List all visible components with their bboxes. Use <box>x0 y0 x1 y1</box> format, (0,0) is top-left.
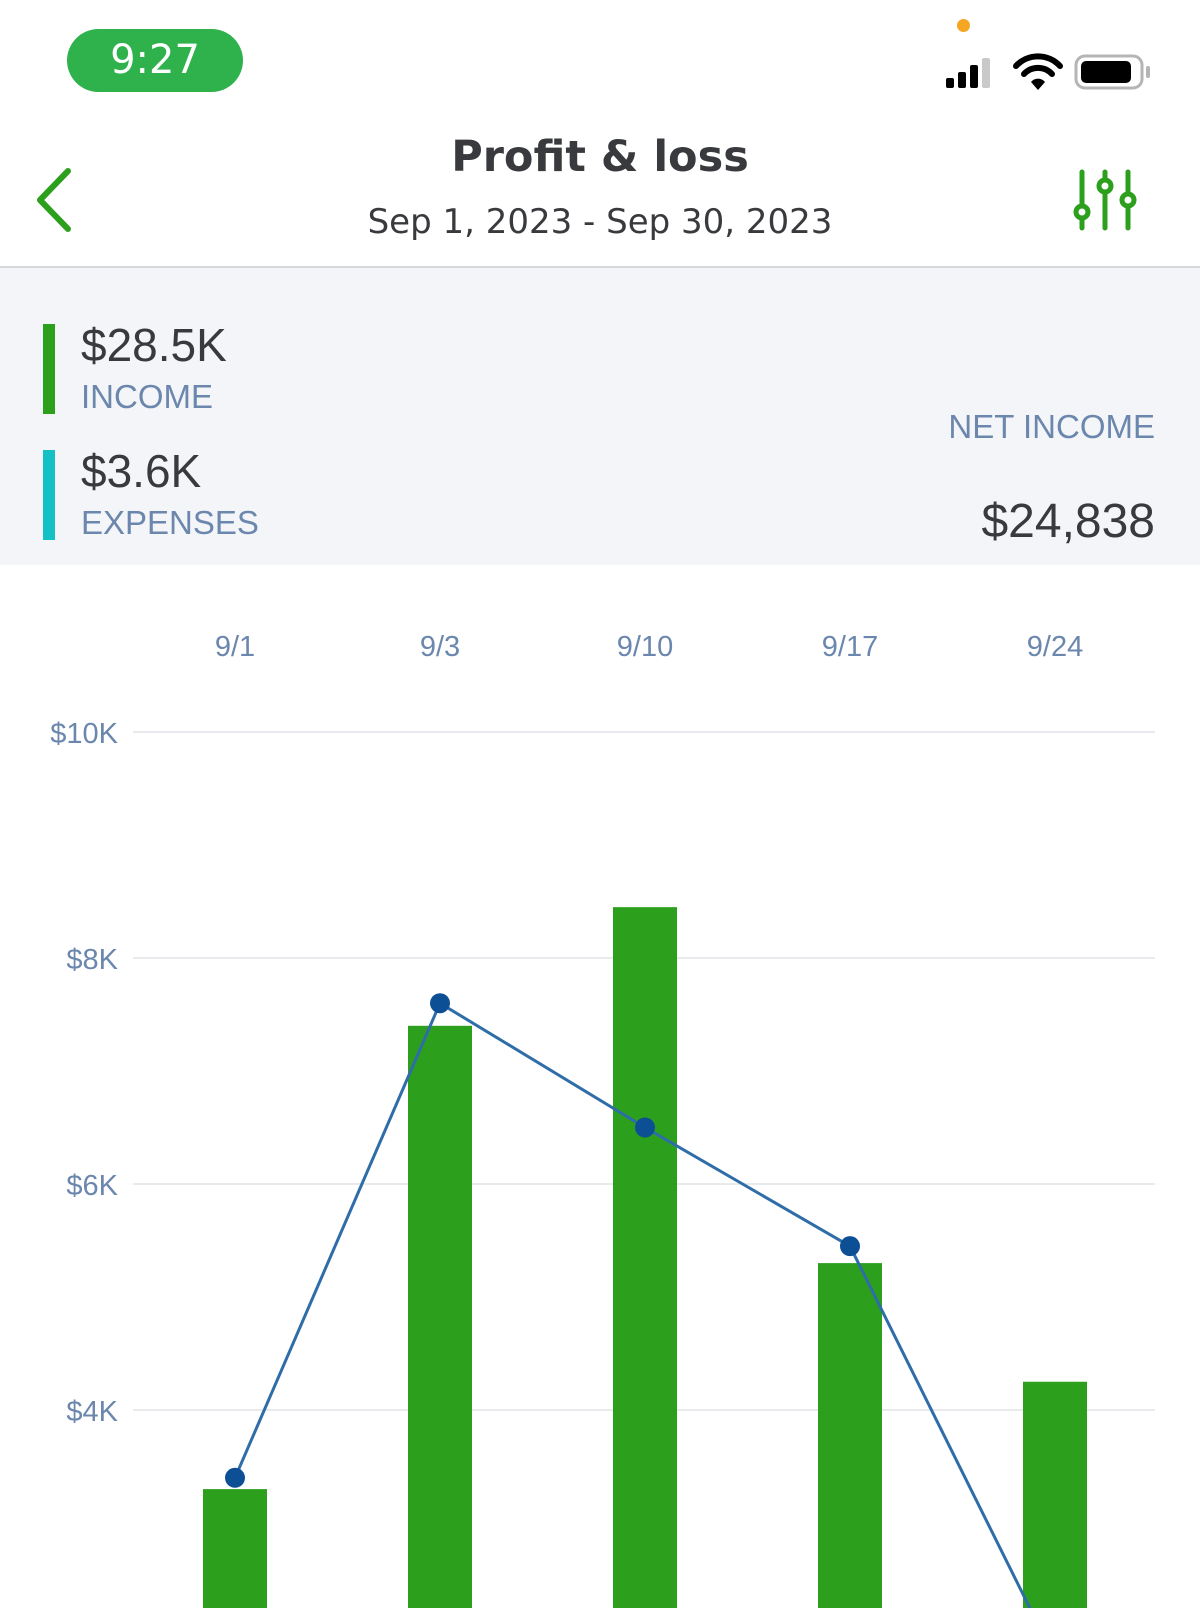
y-tick-label: $4K <box>66 1396 118 1428</box>
chart-point[interactable] <box>635 1117 655 1138</box>
wifi-icon <box>1013 53 1063 90</box>
header: Profit & loss Sep 1, 2023 - Sep 30, 2023 <box>0 110 1200 268</box>
chart-point[interactable] <box>430 993 450 1014</box>
summary-panel: $28.5K INCOME $3.6K EXPENSES NET INCOME … <box>0 268 1200 565</box>
y-tick-label: $8K <box>66 944 118 976</box>
profit-loss-chart[interactable]: $10K $8K $6K $4K 9/1 9/3 9/10 9/17 9/24 <box>0 565 1200 1608</box>
income-label: INCOME <box>81 378 213 415</box>
expenses-metric[interactable]: $3.6K EXPENSES <box>43 445 443 541</box>
series-line-segment <box>439 1001 646 1129</box>
chart-point[interactable] <box>840 1236 860 1257</box>
net-income-value: $24,838 <box>981 495 1155 548</box>
x-tick-label: 9/3 <box>420 631 460 663</box>
income-metric[interactable]: $28.5K INCOME <box>43 319 443 415</box>
expenses-label: EXPENSES <box>81 504 259 541</box>
income-color-bar <box>43 324 55 414</box>
chart-point[interactable] <box>225 1467 245 1488</box>
expenses-color-bar <box>43 450 55 540</box>
expenses-value: $3.6K <box>81 445 202 497</box>
x-tick-label: 9/10 <box>617 631 673 663</box>
back-button[interactable] <box>28 165 88 235</box>
chart-svg: $10K $8K $6K $4K 9/1 9/3 9/10 9/17 9/24 <box>50 631 1155 1608</box>
chevron-left-icon <box>37 168 71 232</box>
net-income-label: NET INCOME <box>948 408 1155 445</box>
chart-bar[interactable] <box>203 1489 267 1608</box>
series-line-segment <box>848 1245 1032 1608</box>
x-tick-label: 9/24 <box>1027 631 1083 663</box>
chart-bar[interactable] <box>818 1263 882 1608</box>
x-tick-label: 9/1 <box>215 631 255 663</box>
y-tick-label: $10K <box>50 718 118 750</box>
status-icons <box>946 53 1150 90</box>
status-bar: 9:27 <box>0 0 1200 110</box>
filter-button[interactable] <box>1070 168 1140 234</box>
y-tick-label: $6K <box>66 1170 118 1202</box>
mic-indicator-icon <box>957 19 970 32</box>
date-range[interactable]: Sep 1, 2023 - Sep 30, 2023 <box>367 202 833 242</box>
chart-bar[interactable] <box>408 1025 472 1608</box>
chart-bar[interactable] <box>613 907 677 1608</box>
series-line-segment <box>233 1002 442 1479</box>
page-title: Profit & loss <box>451 132 749 182</box>
income-value: $28.5K <box>81 319 227 371</box>
x-tick-label: 9/17 <box>822 631 878 663</box>
sliders-icon <box>1073 169 1137 231</box>
cellular-signal-icon <box>946 58 990 88</box>
battery-icon <box>1074 54 1150 90</box>
chart-bar[interactable] <box>1023 1381 1087 1608</box>
series-line-segment <box>644 1126 851 1248</box>
status-time[interactable]: 9:27 <box>67 29 243 92</box>
